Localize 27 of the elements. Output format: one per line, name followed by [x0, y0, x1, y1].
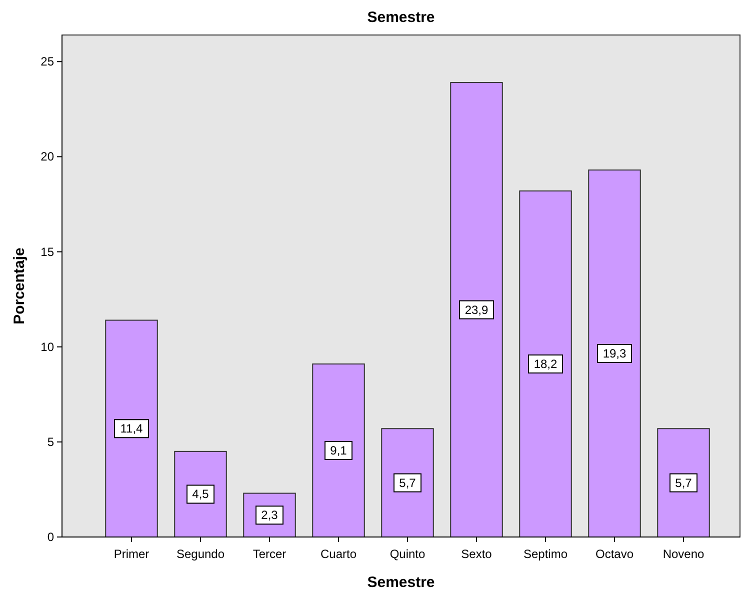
x-tick-label: Primer: [114, 547, 150, 561]
data-label: 5,7: [675, 476, 692, 490]
chart-title: Semestre: [367, 9, 435, 26]
data-label: 18,2: [534, 356, 558, 371]
x-tick-label: Octavo: [595, 547, 634, 561]
data-label: 4,5: [192, 487, 210, 502]
y-tick-label: 25: [40, 54, 54, 69]
x-tick-label: Quinto: [390, 547, 426, 561]
data-label: 11,4: [120, 422, 144, 436]
x-tick-label: Septimo: [523, 547, 568, 561]
y-axis-title: Porcentaje: [11, 248, 28, 324]
x-tick-label: Tercer: [252, 547, 286, 561]
x-tick-label: Segundo: [176, 547, 225, 561]
data-label: 19,3: [602, 346, 626, 361]
data-label: 9,1: [330, 443, 348, 458]
x-tick-label: Cuarto: [320, 547, 357, 561]
y-tick-label: 10: [40, 340, 54, 354]
x-tick-label: Noveno: [662, 547, 704, 561]
x-axis-title: Semestre: [367, 574, 435, 591]
data-label: 5,7: [399, 476, 416, 490]
y-tick-label: 15: [40, 244, 54, 259]
data-label: 2,3: [261, 508, 278, 522]
y-tick-label: 0: [47, 530, 54, 544]
x-tick-label: Sexto: [461, 547, 492, 561]
y-tick-label: 20: [40, 150, 54, 164]
y-tick-label: 5: [47, 434, 54, 449]
data-label: 23,9: [464, 302, 488, 317]
